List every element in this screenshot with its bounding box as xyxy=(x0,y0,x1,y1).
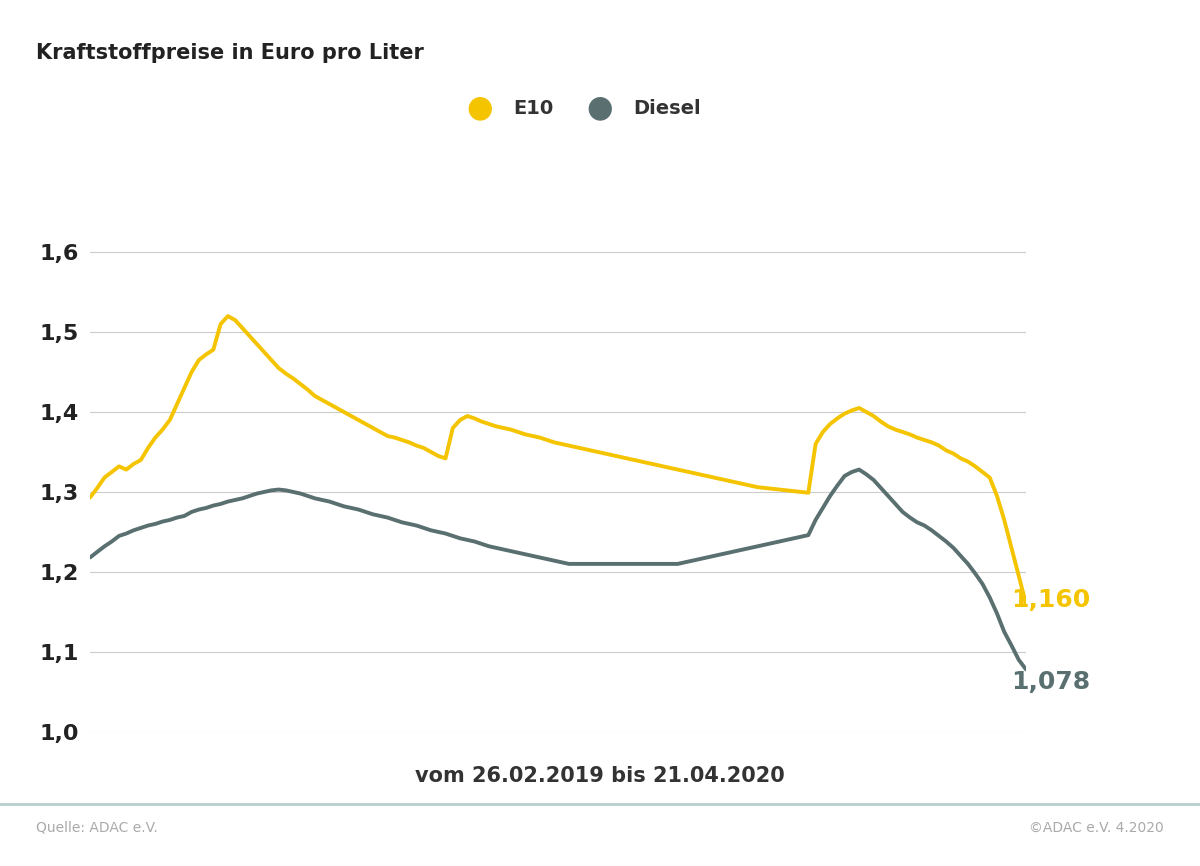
Text: E10: E10 xyxy=(514,99,554,118)
Text: Kraftstoffpreise in Euro pro Liter: Kraftstoffpreise in Euro pro Liter xyxy=(36,43,424,63)
Text: ●: ● xyxy=(587,94,613,123)
Text: 1,160: 1,160 xyxy=(1012,588,1091,612)
Text: Diesel: Diesel xyxy=(634,99,701,118)
Text: ●: ● xyxy=(467,94,493,123)
Text: Quelle: ADAC e.V.: Quelle: ADAC e.V. xyxy=(36,821,157,835)
Text: 1,078: 1,078 xyxy=(1012,670,1091,695)
Text: ©ADAC e.V. 4.2020: ©ADAC e.V. 4.2020 xyxy=(1030,821,1164,835)
Text: vom 26.02.2019 bis 21.04.2020: vom 26.02.2019 bis 21.04.2020 xyxy=(415,766,785,786)
